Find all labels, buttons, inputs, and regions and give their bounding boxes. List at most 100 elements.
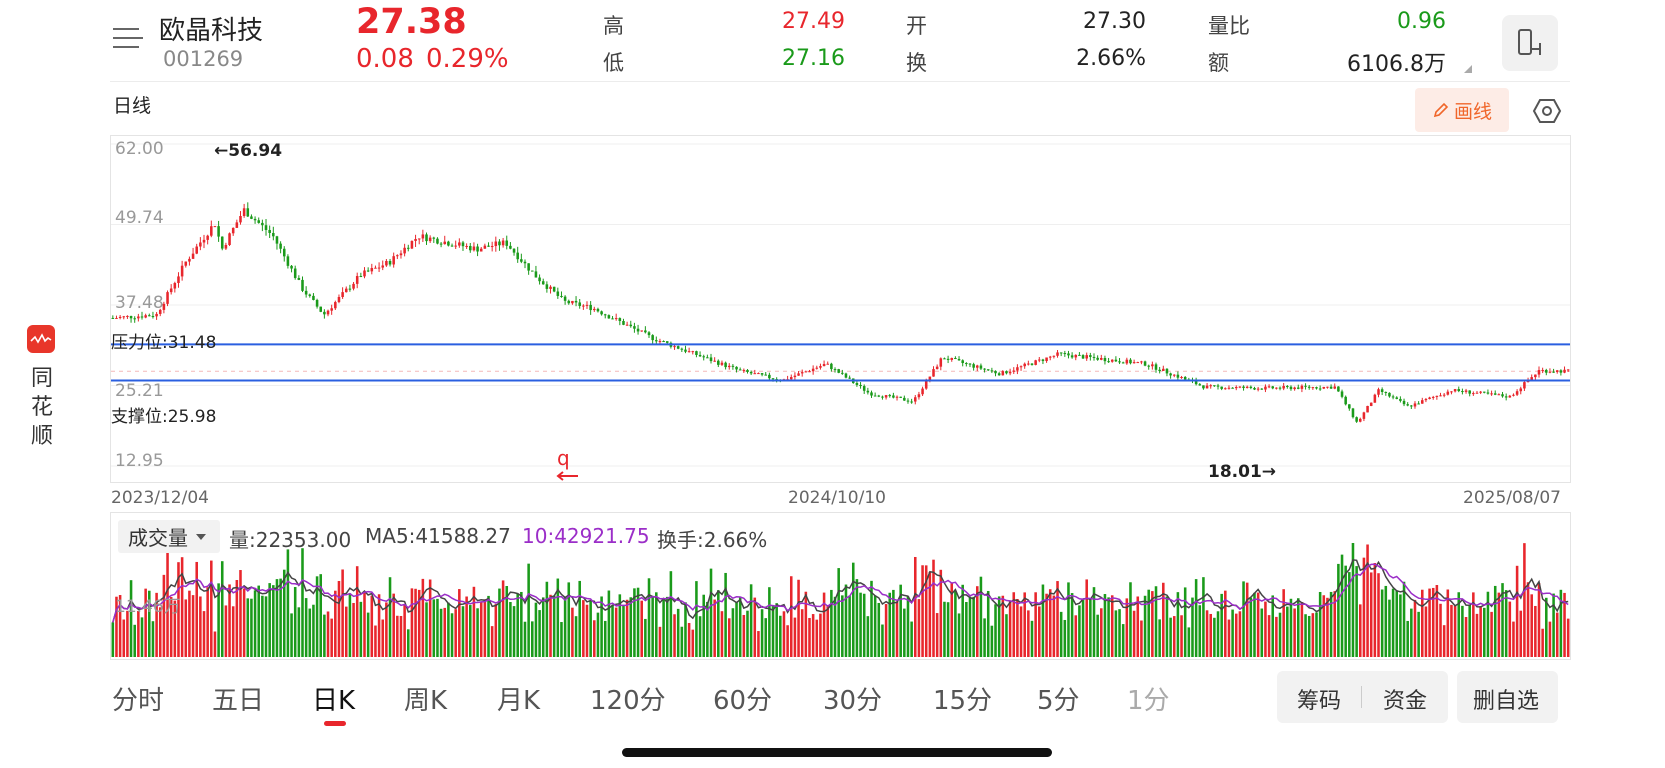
candle-body	[348, 288, 352, 290]
volume-bar	[789, 576, 793, 657]
volume-bar	[275, 579, 279, 657]
volume-bar	[1442, 625, 1446, 657]
candle-body	[582, 305, 585, 307]
volume-bar	[1315, 612, 1318, 657]
volume-bar	[844, 584, 848, 657]
candle-body	[1085, 355, 1088, 359]
candle-body	[691, 351, 695, 353]
volume-bar	[1555, 612, 1559, 657]
candle-body	[574, 300, 578, 303]
candle-body	[593, 308, 596, 311]
event-marker[interactable]: q	[557, 446, 570, 470]
candle-body	[1132, 362, 1136, 364]
volume-bar	[1081, 598, 1085, 657]
candle-body	[1103, 358, 1107, 362]
volume-bar	[695, 581, 698, 657]
candle-body	[1355, 417, 1358, 422]
candle-body	[195, 246, 198, 254]
volume-bar	[567, 582, 571, 657]
tonghuashun-app-icon[interactable]	[27, 325, 55, 353]
tab-15min[interactable]: 15分	[933, 686, 993, 716]
candle-body	[979, 365, 983, 369]
candle-body	[428, 237, 432, 242]
tab-weekly-k[interactable]: 周K	[404, 686, 448, 716]
tab-60min[interactable]: 60分	[713, 686, 773, 716]
volume-bar	[465, 596, 468, 657]
volume-bar	[195, 561, 198, 657]
app-name-char: 顺	[30, 424, 53, 449]
volume-ma5: MA5:41588.27	[365, 524, 511, 548]
volume-bar	[629, 597, 633, 657]
candle-body	[935, 366, 939, 370]
candle-body	[866, 390, 870, 393]
candle-body	[1391, 396, 1395, 398]
candle-body	[1012, 370, 1016, 372]
fund-flow-button[interactable]: 资金	[1383, 689, 1428, 714]
turnover-label: 换	[906, 51, 927, 75]
volume-bar	[487, 595, 490, 657]
chart-settings-icon[interactable]	[1532, 97, 1562, 125]
tab-daily-k[interactable]: 日K	[312, 686, 356, 716]
volume-bar	[239, 570, 242, 657]
volume-bar	[1183, 587, 1187, 657]
draw-line-button[interactable]: 画线	[1415, 88, 1509, 132]
volume-bar	[396, 615, 399, 657]
volume-bar	[655, 592, 658, 657]
candle-body	[976, 365, 979, 368]
kline-chart[interactable]	[110, 135, 1571, 483]
candle-body	[297, 277, 301, 280]
tab-monthly-k[interactable]: 月K	[497, 686, 541, 716]
delete-favorite-container	[1457, 671, 1558, 723]
candle-body	[1362, 412, 1366, 419]
volume-bar	[1147, 589, 1150, 657]
tab-5min[interactable]: 5分	[1037, 686, 1080, 716]
volume-bar	[290, 613, 293, 657]
candle-body	[224, 244, 228, 249]
candle-body	[1016, 367, 1019, 371]
volume-bar	[1213, 617, 1216, 657]
y-tick: 25.21	[115, 381, 164, 401]
volume-bar	[1275, 616, 1278, 657]
candle-body	[578, 302, 581, 306]
landscape-toggle-button[interactable]	[1502, 15, 1558, 71]
candle-body	[1479, 391, 1482, 393]
menu-icon[interactable]	[113, 28, 143, 54]
volume-bar	[1439, 603, 1442, 657]
candle-body	[903, 397, 906, 401]
tab-30min[interactable]: 30分	[823, 686, 883, 716]
indicator-selector[interactable]: 成交量	[118, 520, 220, 553]
volume-bar	[1410, 608, 1413, 657]
delete-favorite-button[interactable]: 删自选	[1473, 689, 1540, 714]
candle-body	[293, 268, 297, 278]
candle-body	[1402, 400, 1406, 405]
candle-body	[636, 328, 640, 332]
candle-body	[239, 216, 242, 223]
tab-1min[interactable]: 1分	[1127, 686, 1170, 716]
candle-body	[1472, 393, 1475, 395]
volume-bar	[162, 574, 166, 657]
candle-body	[177, 276, 180, 284]
volume-bar	[1158, 619, 1161, 657]
volume-bar	[1326, 597, 1329, 657]
candle-body	[385, 260, 388, 266]
candle-body	[1275, 387, 1278, 389]
volume-bar	[158, 607, 162, 657]
tab-intraday[interactable]: 分时	[112, 686, 165, 716]
candle-body	[757, 373, 760, 375]
volume-bar	[1311, 613, 1315, 657]
tab-five-day[interactable]: 五日	[212, 686, 265, 716]
candle-body	[126, 315, 129, 317]
volume-bar	[881, 624, 884, 657]
candle-body	[1216, 385, 1220, 387]
candle-body	[1129, 359, 1132, 364]
volume-bar	[709, 568, 713, 657]
volume-bar	[749, 584, 753, 657]
volume-bar	[1085, 579, 1088, 657]
chip-distribution-button[interactable]: 筹码	[1297, 689, 1342, 714]
volume-chart[interactable]	[110, 512, 1571, 660]
volume-bar	[979, 576, 983, 657]
tab-120min[interactable]: 120分	[590, 686, 666, 716]
volume-bar	[687, 622, 691, 657]
volume-bar	[1537, 583, 1541, 657]
volume-bar	[1461, 605, 1464, 657]
